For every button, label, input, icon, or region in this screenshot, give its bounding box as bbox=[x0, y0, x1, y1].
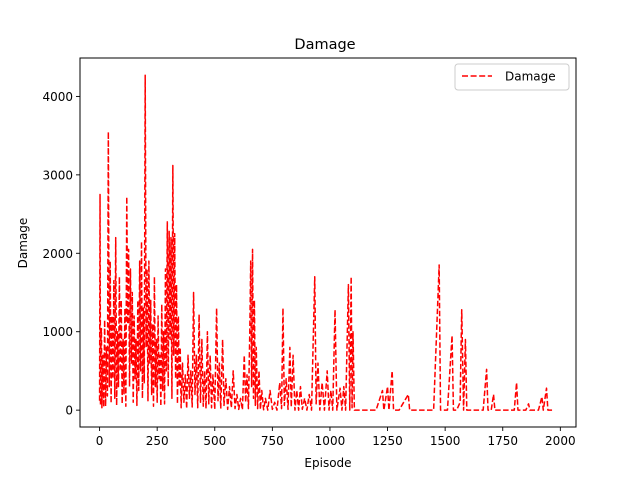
y-tick-label: 1000 bbox=[42, 325, 73, 339]
legend-box bbox=[454, 63, 570, 91]
series-line-damage bbox=[98, 74, 554, 411]
y-tick-label: 0 bbox=[65, 404, 73, 418]
legend: Damage bbox=[454, 63, 570, 91]
x-axis: 0 250 500 750 1000 1250 1500 1750 2000 bbox=[96, 427, 576, 448]
x-tick-label: 1500 bbox=[430, 434, 461, 448]
x-tick-label: 1250 bbox=[372, 434, 403, 448]
y-axis-label: Damage bbox=[16, 218, 30, 269]
x-tick-label: 1000 bbox=[315, 434, 346, 448]
x-tick-label: 1750 bbox=[487, 434, 518, 448]
x-tick-label: 500 bbox=[203, 434, 226, 448]
legend-label-damage: Damage bbox=[505, 70, 556, 84]
x-tick-label: 2000 bbox=[545, 434, 576, 448]
y-tick-label: 2000 bbox=[42, 247, 73, 261]
x-tick-label: 750 bbox=[261, 434, 284, 448]
plot-area: 0 250 500 750 1000 1250 1500 1750 2000 0 1000 2000… bbox=[42, 57, 577, 448]
x-tick-label: 0 bbox=[96, 434, 104, 448]
x-tick-label: 250 bbox=[146, 434, 169, 448]
x-axis-label: Episode bbox=[304, 456, 351, 470]
y-tick-label: 4000 bbox=[42, 90, 73, 104]
y-tick-label: 3000 bbox=[42, 168, 73, 182]
series-layer bbox=[98, 74, 554, 411]
y-axis: 0 1000 2000 3000 4000 bbox=[42, 90, 80, 418]
chart-title: Damage bbox=[294, 37, 355, 53]
plot-frame bbox=[79, 57, 577, 428]
